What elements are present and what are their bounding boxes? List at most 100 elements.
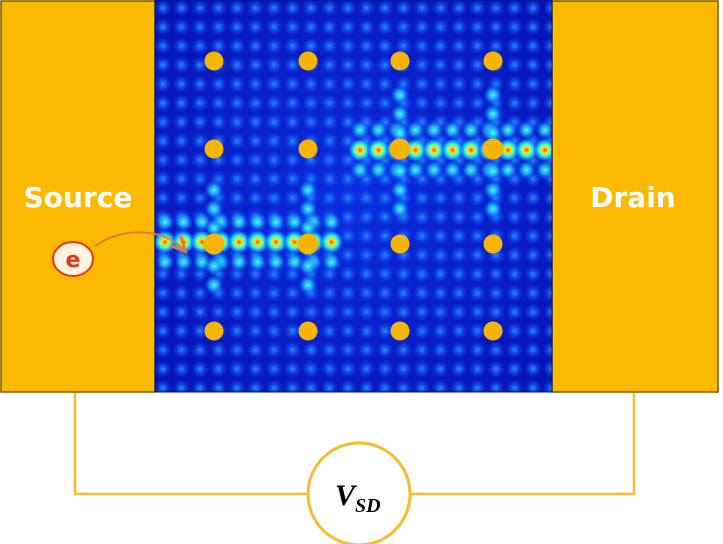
- intensity-spot: [413, 227, 431, 245]
- intensity-spot: [376, 189, 394, 207]
- intensity-spot: [390, 123, 410, 143]
- intensity-spot: [320, 18, 339, 36]
- intensity-spot: [228, 379, 246, 392]
- intensity-spot: [357, 189, 376, 207]
- intensity-spot: [376, 94, 394, 112]
- intensity-spot: [228, 113, 246, 131]
- intensity-spot: [298, 218, 318, 238]
- intensity-spot: [172, 170, 191, 188]
- intensity-spot: [246, 379, 265, 392]
- intensity-spot: [405, 160, 426, 180]
- intensity-spot: [524, 379, 542, 392]
- intensity-spot: [246, 0, 265, 17]
- intensity-spot: [431, 94, 450, 112]
- intensity-spot: [394, 18, 413, 36]
- intensity-spot: [155, 0, 172, 17]
- intensity-spot: [505, 379, 524, 392]
- intensity-spot: [339, 265, 357, 283]
- intensity-spot: [468, 303, 487, 321]
- intensity-spot: [228, 18, 246, 36]
- intensity-spot: [505, 189, 524, 207]
- quantum-dot: [483, 51, 503, 71]
- intensity-spot: [228, 303, 246, 321]
- intensity-spot: [450, 18, 468, 36]
- quantum-dot: [204, 51, 224, 71]
- intensity-spot: [376, 322, 394, 340]
- intensity-spot: [209, 75, 228, 93]
- intensity-spot: [450, 379, 468, 392]
- intensity-spot: [298, 275, 318, 295]
- intensity-spot: [246, 75, 265, 93]
- intensity-spot: [228, 56, 246, 74]
- intensity-spot: [524, 360, 542, 378]
- voltmeter: VSD: [306, 441, 412, 544]
- quantum-dot: [298, 321, 318, 341]
- intensity-spot: [368, 160, 389, 180]
- intensity-spot: [376, 246, 394, 264]
- intensity-spot: [265, 94, 283, 112]
- intensity-spot: [209, 37, 228, 55]
- intensity-spot: [283, 56, 302, 74]
- intensity-spot: [376, 18, 394, 36]
- intensity-spot: [339, 303, 357, 321]
- intensity-spot: [468, 246, 487, 264]
- intensity-spot: [247, 212, 268, 232]
- intensity-spot: [505, 75, 524, 93]
- intensity-spot: [191, 94, 209, 112]
- intensity-spot: [191, 170, 209, 188]
- intensity-spot: [450, 246, 468, 264]
- electron-injection-arrow: [94, 231, 184, 250]
- intensity-spot: [155, 18, 172, 36]
- intensity-spot: [302, 360, 320, 378]
- intensity-spot: [339, 379, 357, 392]
- intensity-spot: [320, 37, 339, 55]
- intensity-spot: [172, 303, 191, 321]
- intensity-spot: [390, 104, 410, 124]
- intensity-spot: [283, 75, 302, 93]
- intensity-spot: [376, 284, 394, 302]
- intensity-spot: [246, 18, 265, 36]
- intensity-spot: [339, 56, 357, 74]
- intensity-spot: [413, 341, 431, 359]
- intensity-spot: [302, 341, 320, 359]
- intensity-spot: [390, 161, 410, 181]
- intensity-spot: [320, 75, 339, 93]
- intensity-spot: [155, 75, 172, 93]
- intensity-spot: [483, 199, 503, 219]
- intensity-spot: [227, 230, 251, 254]
- quantum-dot: [390, 321, 410, 341]
- intensity-spot: [468, 94, 487, 112]
- intensity-spot: [302, 0, 320, 17]
- intensity-spot: [431, 341, 450, 359]
- intensity-spot: [348, 138, 372, 162]
- intensity-spot: [265, 18, 283, 36]
- intensity-spot: [450, 265, 468, 283]
- intensity-spot: [191, 113, 209, 131]
- intensity-spot: [487, 341, 505, 359]
- intensity-spot: [413, 208, 431, 226]
- intensity-spot: [339, 208, 357, 226]
- intensity-spot: [376, 56, 394, 74]
- intensity-spot: [505, 341, 524, 359]
- intensity-spot: [191, 360, 209, 378]
- intensity-spot: [265, 113, 283, 131]
- intensity-spot: [505, 360, 524, 378]
- intensity-spot: [209, 113, 228, 131]
- intensity-spot: [265, 303, 283, 321]
- intensity-spot: [155, 132, 172, 150]
- intensity-spot: [172, 132, 191, 150]
- intensity-spot: [468, 379, 487, 392]
- intensity-spot: [246, 322, 265, 340]
- intensity-spot: [431, 360, 450, 378]
- intensity-spot: [468, 360, 487, 378]
- intensity-spot: [283, 341, 302, 359]
- intensity-spot: [431, 189, 450, 207]
- intensity-spot: [483, 161, 503, 181]
- intensity-spot: [505, 322, 524, 340]
- intensity-spot: [394, 0, 413, 17]
- intensity-spot: [320, 132, 339, 150]
- intensity-spot: [483, 85, 503, 105]
- quantum-dot: [482, 138, 504, 160]
- intensity-spot: [524, 284, 542, 302]
